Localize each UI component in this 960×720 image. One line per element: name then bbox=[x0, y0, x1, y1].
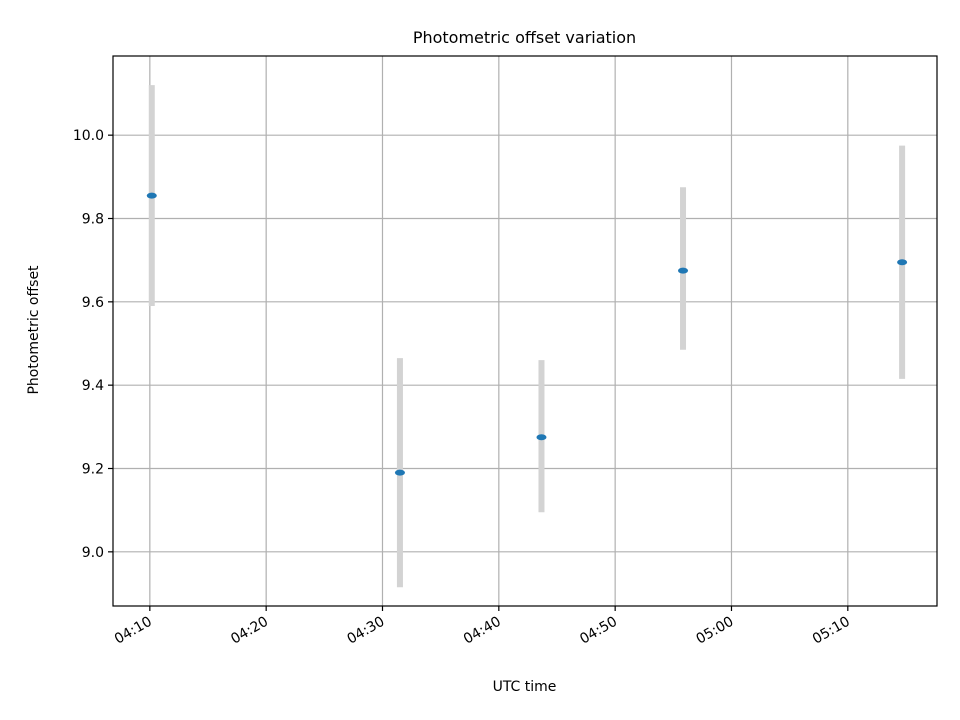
x-axis-label: UTC time bbox=[493, 679, 557, 695]
y-axis-ticks: 9.0 9.2 9.4 9.6 9.8 10.0 bbox=[73, 128, 113, 561]
x-tick-label: 04:10 bbox=[112, 614, 155, 648]
y-tick-label: 10.0 bbox=[73, 128, 104, 144]
x-tick-label: 04:30 bbox=[345, 614, 388, 648]
data-point bbox=[897, 259, 908, 266]
error-bars bbox=[148, 85, 906, 588]
y-axis-label: Photometric offset bbox=[26, 265, 42, 395]
y-tick-label: 9.0 bbox=[82, 545, 104, 561]
data-point bbox=[678, 267, 689, 274]
x-axis-ticks: 04:10 04:20 04:30 04:40 04:50 05:00 05:10 bbox=[112, 606, 853, 648]
data-point bbox=[394, 469, 405, 476]
x-tick-label: 04:50 bbox=[577, 614, 620, 648]
x-tick-label: 05:00 bbox=[694, 614, 737, 648]
data-points bbox=[146, 192, 908, 476]
y-tick-label: 9.2 bbox=[82, 462, 104, 478]
chart-title: Photometric offset variation bbox=[413, 28, 636, 47]
x-tick-label: 04:40 bbox=[461, 614, 504, 648]
y-tick-label: 9.4 bbox=[82, 378, 104, 394]
data-point bbox=[146, 192, 157, 199]
plot-frame bbox=[112, 55, 938, 607]
x-tick-label: 05:10 bbox=[810, 614, 853, 648]
y-tick-label: 9.8 bbox=[82, 212, 104, 228]
grid-lines bbox=[113, 56, 937, 606]
data-point bbox=[536, 434, 547, 441]
y-tick-label: 9.6 bbox=[82, 295, 104, 311]
x-tick-label: 04:20 bbox=[228, 614, 271, 648]
